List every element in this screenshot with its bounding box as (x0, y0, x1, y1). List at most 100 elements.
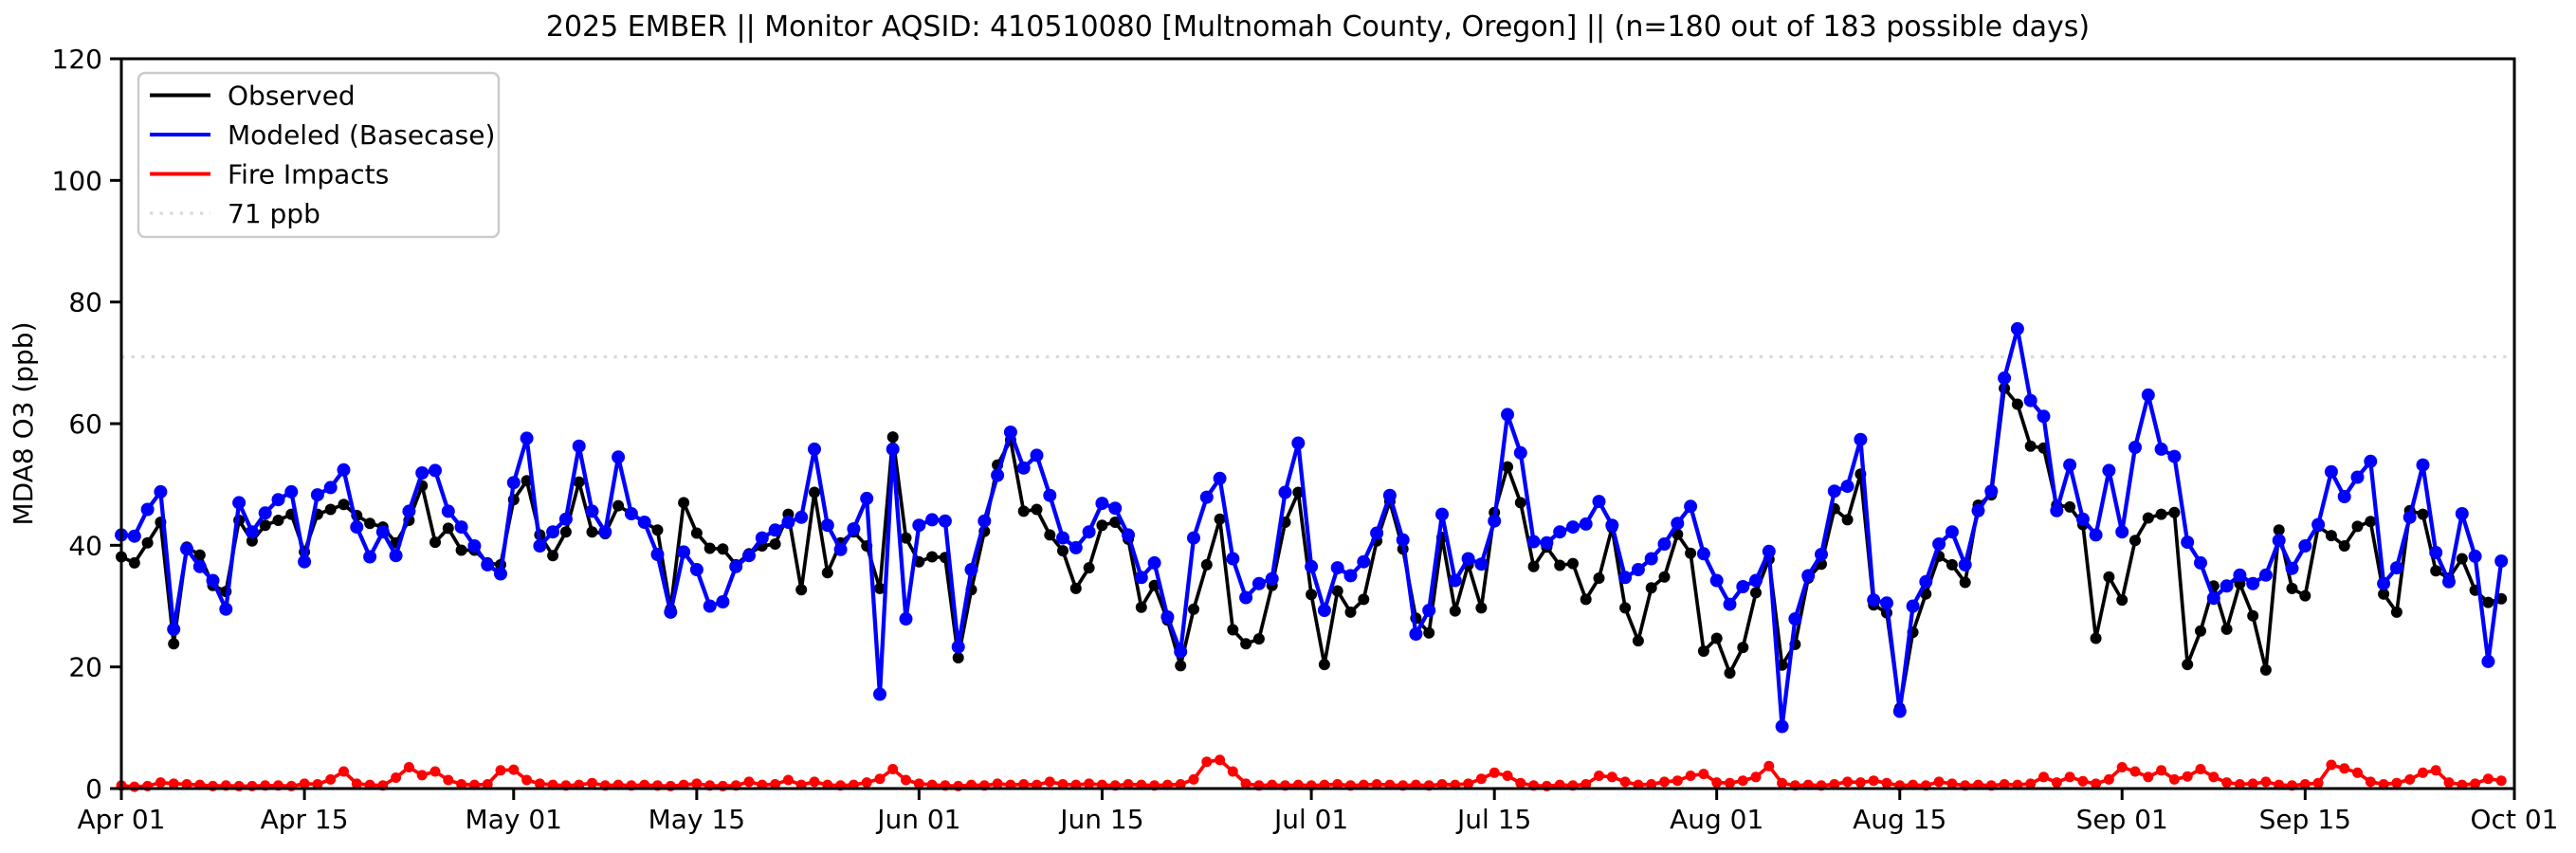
data-point (140, 502, 155, 517)
data-point (2181, 535, 2195, 550)
data-point (770, 779, 781, 789)
data-point (1854, 777, 1866, 789)
data-point (1750, 587, 1762, 599)
y-tick-label: 0 (85, 773, 102, 805)
data-point (181, 779, 192, 789)
data-point (2091, 778, 2102, 789)
data-point (455, 544, 467, 556)
data-point (1946, 778, 1958, 789)
data-point (441, 504, 455, 518)
data-point (1659, 776, 1670, 788)
data-point (1084, 778, 1095, 789)
data-point (482, 779, 493, 789)
data-point (534, 778, 545, 789)
data-point (310, 488, 324, 502)
data-point (1318, 659, 1330, 671)
data-point (2430, 565, 2442, 577)
data-point (1919, 574, 1933, 589)
data-point (2339, 763, 2350, 774)
data-point (861, 777, 872, 789)
data-point (900, 532, 912, 544)
data-point (284, 484, 299, 499)
data-point (795, 510, 809, 524)
data-point (168, 778, 179, 789)
data-point (1475, 773, 1487, 785)
data-point (2064, 500, 2076, 513)
data-point (1213, 471, 1227, 485)
data-point (2182, 659, 2194, 671)
data-point (860, 491, 874, 505)
data-point (2051, 777, 2062, 789)
data-point (521, 774, 533, 786)
data-point (1215, 754, 1226, 766)
data-point (808, 442, 821, 456)
data-point (245, 525, 259, 539)
data-point (2182, 771, 2193, 782)
data-point (1657, 537, 1672, 551)
data-point (2260, 776, 2272, 788)
data-point (1095, 497, 1109, 511)
data-point (2037, 409, 2051, 424)
data-point (1317, 604, 1331, 617)
data-point (1737, 775, 1748, 787)
data-point (2351, 520, 2364, 533)
data-point (363, 550, 377, 564)
data-point (2365, 516, 2377, 528)
data-point (324, 503, 337, 516)
data-point (2418, 767, 2428, 778)
data-point (573, 476, 585, 488)
data-point (1343, 569, 1358, 583)
y-axis-label: MDA8 O3 (ppb) (8, 321, 39, 525)
data-point (1371, 779, 1382, 789)
data-point (1474, 557, 1489, 572)
data-point (1436, 779, 1448, 789)
data-point (2299, 590, 2311, 602)
data-point (1175, 779, 1186, 789)
data-point (952, 652, 964, 663)
data-point (1959, 576, 1971, 589)
data-point (795, 584, 808, 596)
data-point (1449, 605, 1461, 617)
data-point (1461, 552, 1475, 566)
data-point (677, 545, 691, 559)
data-point (481, 557, 495, 572)
data-point (1188, 773, 1199, 785)
data-point (1305, 559, 1319, 573)
data-point (1147, 555, 1161, 570)
data-point (1709, 573, 1724, 588)
data-point (886, 431, 899, 444)
data-point (2143, 771, 2154, 783)
data-point (1998, 371, 2012, 385)
data-point (2495, 775, 2507, 787)
data-point (2194, 555, 2207, 570)
data-point (2325, 530, 2337, 542)
data-point (1031, 503, 1043, 516)
x-tick-label: Sep 15 (2259, 804, 2351, 835)
x-tick-label: May 15 (649, 804, 745, 835)
data-point (992, 778, 1003, 789)
data-point (1044, 529, 1056, 541)
y-tick-label: 40 (68, 530, 102, 561)
data-point (1502, 771, 1513, 781)
data-point (1566, 520, 1580, 535)
data-point (1854, 432, 1868, 446)
data-point (2116, 762, 2128, 772)
series-modeled-basecase- (115, 321, 2509, 734)
data-point (508, 764, 520, 775)
data-point (2470, 778, 2481, 789)
data-point (637, 516, 651, 529)
data-point (1711, 777, 1723, 789)
data-point (2311, 517, 2326, 532)
data-point (2378, 588, 2390, 600)
data-point (1227, 766, 1238, 777)
data-point (442, 522, 454, 535)
data-point (1514, 497, 1526, 509)
data-point (612, 499, 625, 512)
data-point (1003, 426, 1017, 439)
data-point (1502, 461, 1513, 473)
data-point (1605, 518, 1619, 533)
data-point (912, 518, 926, 533)
series-fire-impacts (116, 754, 2507, 792)
data-point (2038, 771, 2049, 783)
data-point (873, 687, 886, 701)
